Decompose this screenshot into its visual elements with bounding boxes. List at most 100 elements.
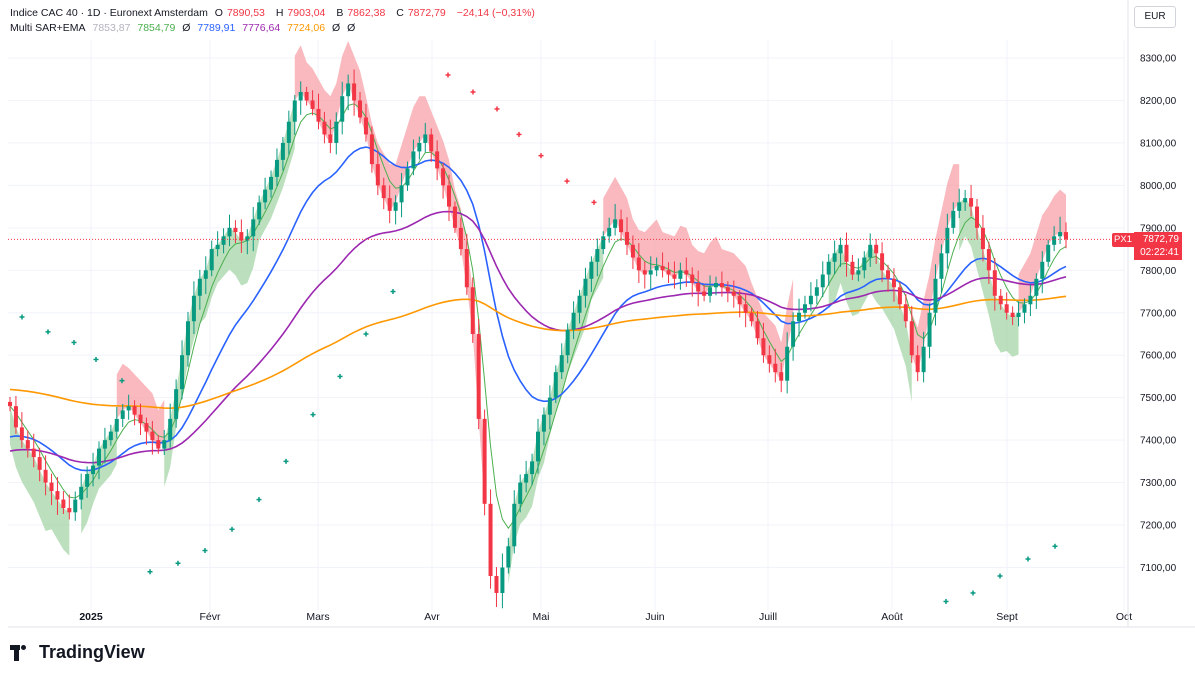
candle-body[interactable] <box>648 270 653 275</box>
candle-body[interactable] <box>595 249 600 262</box>
candle-body[interactable] <box>180 355 185 390</box>
candle-body[interactable] <box>227 227 232 237</box>
candle-body[interactable] <box>257 202 262 220</box>
candle-body[interactable] <box>441 168 446 186</box>
candle-body[interactable] <box>755 321 760 339</box>
candle-body[interactable] <box>957 202 962 211</box>
candle-body[interactable] <box>565 329 570 356</box>
candle-body[interactable] <box>417 142 422 152</box>
candle-body[interactable] <box>1010 312 1015 317</box>
candle-body[interactable] <box>808 295 813 305</box>
candle-body[interactable] <box>55 491 60 500</box>
candle-body[interactable] <box>524 474 529 483</box>
candle-body[interactable] <box>8 401 12 407</box>
candle-body[interactable] <box>102 440 107 449</box>
candle-body[interactable] <box>1004 304 1009 313</box>
candle-body[interactable] <box>423 134 428 143</box>
candle-body[interactable] <box>672 274 677 279</box>
candle-body[interactable] <box>518 482 523 504</box>
candle-body[interactable] <box>874 244 879 254</box>
candle-body[interactable] <box>358 100 363 118</box>
candle-body[interactable] <box>678 270 683 279</box>
candle-body[interactable] <box>577 295 582 313</box>
candle-body[interactable] <box>31 448 36 458</box>
candle-body[interactable] <box>488 503 493 576</box>
candle-body[interactable] <box>725 287 730 292</box>
candle-body[interactable] <box>850 261 855 275</box>
candle-body[interactable] <box>749 312 754 322</box>
candle-body[interactable] <box>369 134 374 165</box>
candle-body[interactable] <box>980 227 985 250</box>
candle-body[interactable] <box>61 499 66 509</box>
candle-body[interactable] <box>856 270 861 275</box>
candle-body[interactable] <box>328 134 333 143</box>
candle-body[interactable] <box>696 283 701 292</box>
candle-body[interactable] <box>903 304 908 322</box>
candle-body[interactable] <box>909 321 914 356</box>
candle-body[interactable] <box>470 287 475 334</box>
candle-body[interactable] <box>767 355 772 364</box>
candle-body[interactable] <box>120 410 125 419</box>
candle-body[interactable] <box>613 219 618 228</box>
candle-body[interactable] <box>43 469 48 483</box>
candle-body[interactable] <box>96 448 101 466</box>
candle-body[interactable] <box>174 389 179 419</box>
candle-body[interactable] <box>435 151 440 169</box>
tradingview-logo[interactable]: TradingView <box>10 642 145 663</box>
candle-body[interactable] <box>761 338 766 356</box>
candle-body[interactable] <box>666 270 671 275</box>
candle-body[interactable] <box>447 185 452 207</box>
indicator-name[interactable]: Multi SAR+EMA <box>10 22 86 34</box>
candle-body[interactable] <box>636 257 641 271</box>
candle-body[interactable] <box>619 219 624 233</box>
candle-body[interactable] <box>197 278 202 296</box>
candle-body[interactable] <box>713 283 718 288</box>
candle-body[interactable] <box>690 274 695 284</box>
candle-body[interactable] <box>156 440 161 449</box>
candle-body[interactable] <box>1058 232 1063 237</box>
candle-body[interactable] <box>684 270 689 275</box>
candle-body[interactable] <box>541 414 546 432</box>
candle-body[interactable] <box>73 499 78 513</box>
candle-body[interactable] <box>476 333 481 419</box>
candle-body[interactable] <box>269 176 274 190</box>
candle-body[interactable] <box>500 567 505 593</box>
candle-body[interactable] <box>589 261 594 279</box>
candle-body[interactable] <box>233 227 238 233</box>
candle-body[interactable] <box>571 312 576 330</box>
candle-body[interactable] <box>79 486 84 500</box>
candle-body[interactable] <box>607 227 612 237</box>
candle-body[interactable] <box>85 474 90 487</box>
candle-body[interactable] <box>464 249 469 288</box>
candle-body[interactable] <box>838 244 843 254</box>
candle-body[interactable] <box>144 423 149 432</box>
candle-body[interactable] <box>138 414 143 424</box>
candle-body[interactable] <box>1064 232 1068 240</box>
candle-body[interactable] <box>162 440 167 449</box>
candle-body[interactable] <box>286 121 291 143</box>
candle-body[interactable] <box>108 431 113 441</box>
candle-body[interactable] <box>399 185 404 203</box>
candle-body[interactable] <box>387 198 392 211</box>
candle-body[interactable] <box>512 503 517 547</box>
candle-body[interactable] <box>251 219 256 237</box>
candle-body[interactable] <box>203 270 208 279</box>
candle-body[interactable] <box>452 206 457 228</box>
candle-body[interactable] <box>37 457 42 470</box>
candle-body[interactable] <box>969 198 974 207</box>
candle-body[interactable] <box>209 249 214 271</box>
candle-body[interactable] <box>316 108 321 122</box>
candle-body[interactable] <box>862 257 867 271</box>
candle-body[interactable] <box>458 227 463 250</box>
candle-body[interactable] <box>601 236 606 250</box>
candle-body[interactable] <box>263 189 268 203</box>
candle-body[interactable] <box>1016 312 1021 317</box>
candle-body[interactable] <box>494 575 499 593</box>
candle-body[interactable] <box>126 406 131 411</box>
candle-body[interactable] <box>1028 295 1033 305</box>
candle-body[interactable] <box>731 291 736 296</box>
candle-body[interactable] <box>820 274 825 288</box>
candle-body[interactable] <box>654 266 659 271</box>
candle-body[interactable] <box>114 418 119 432</box>
